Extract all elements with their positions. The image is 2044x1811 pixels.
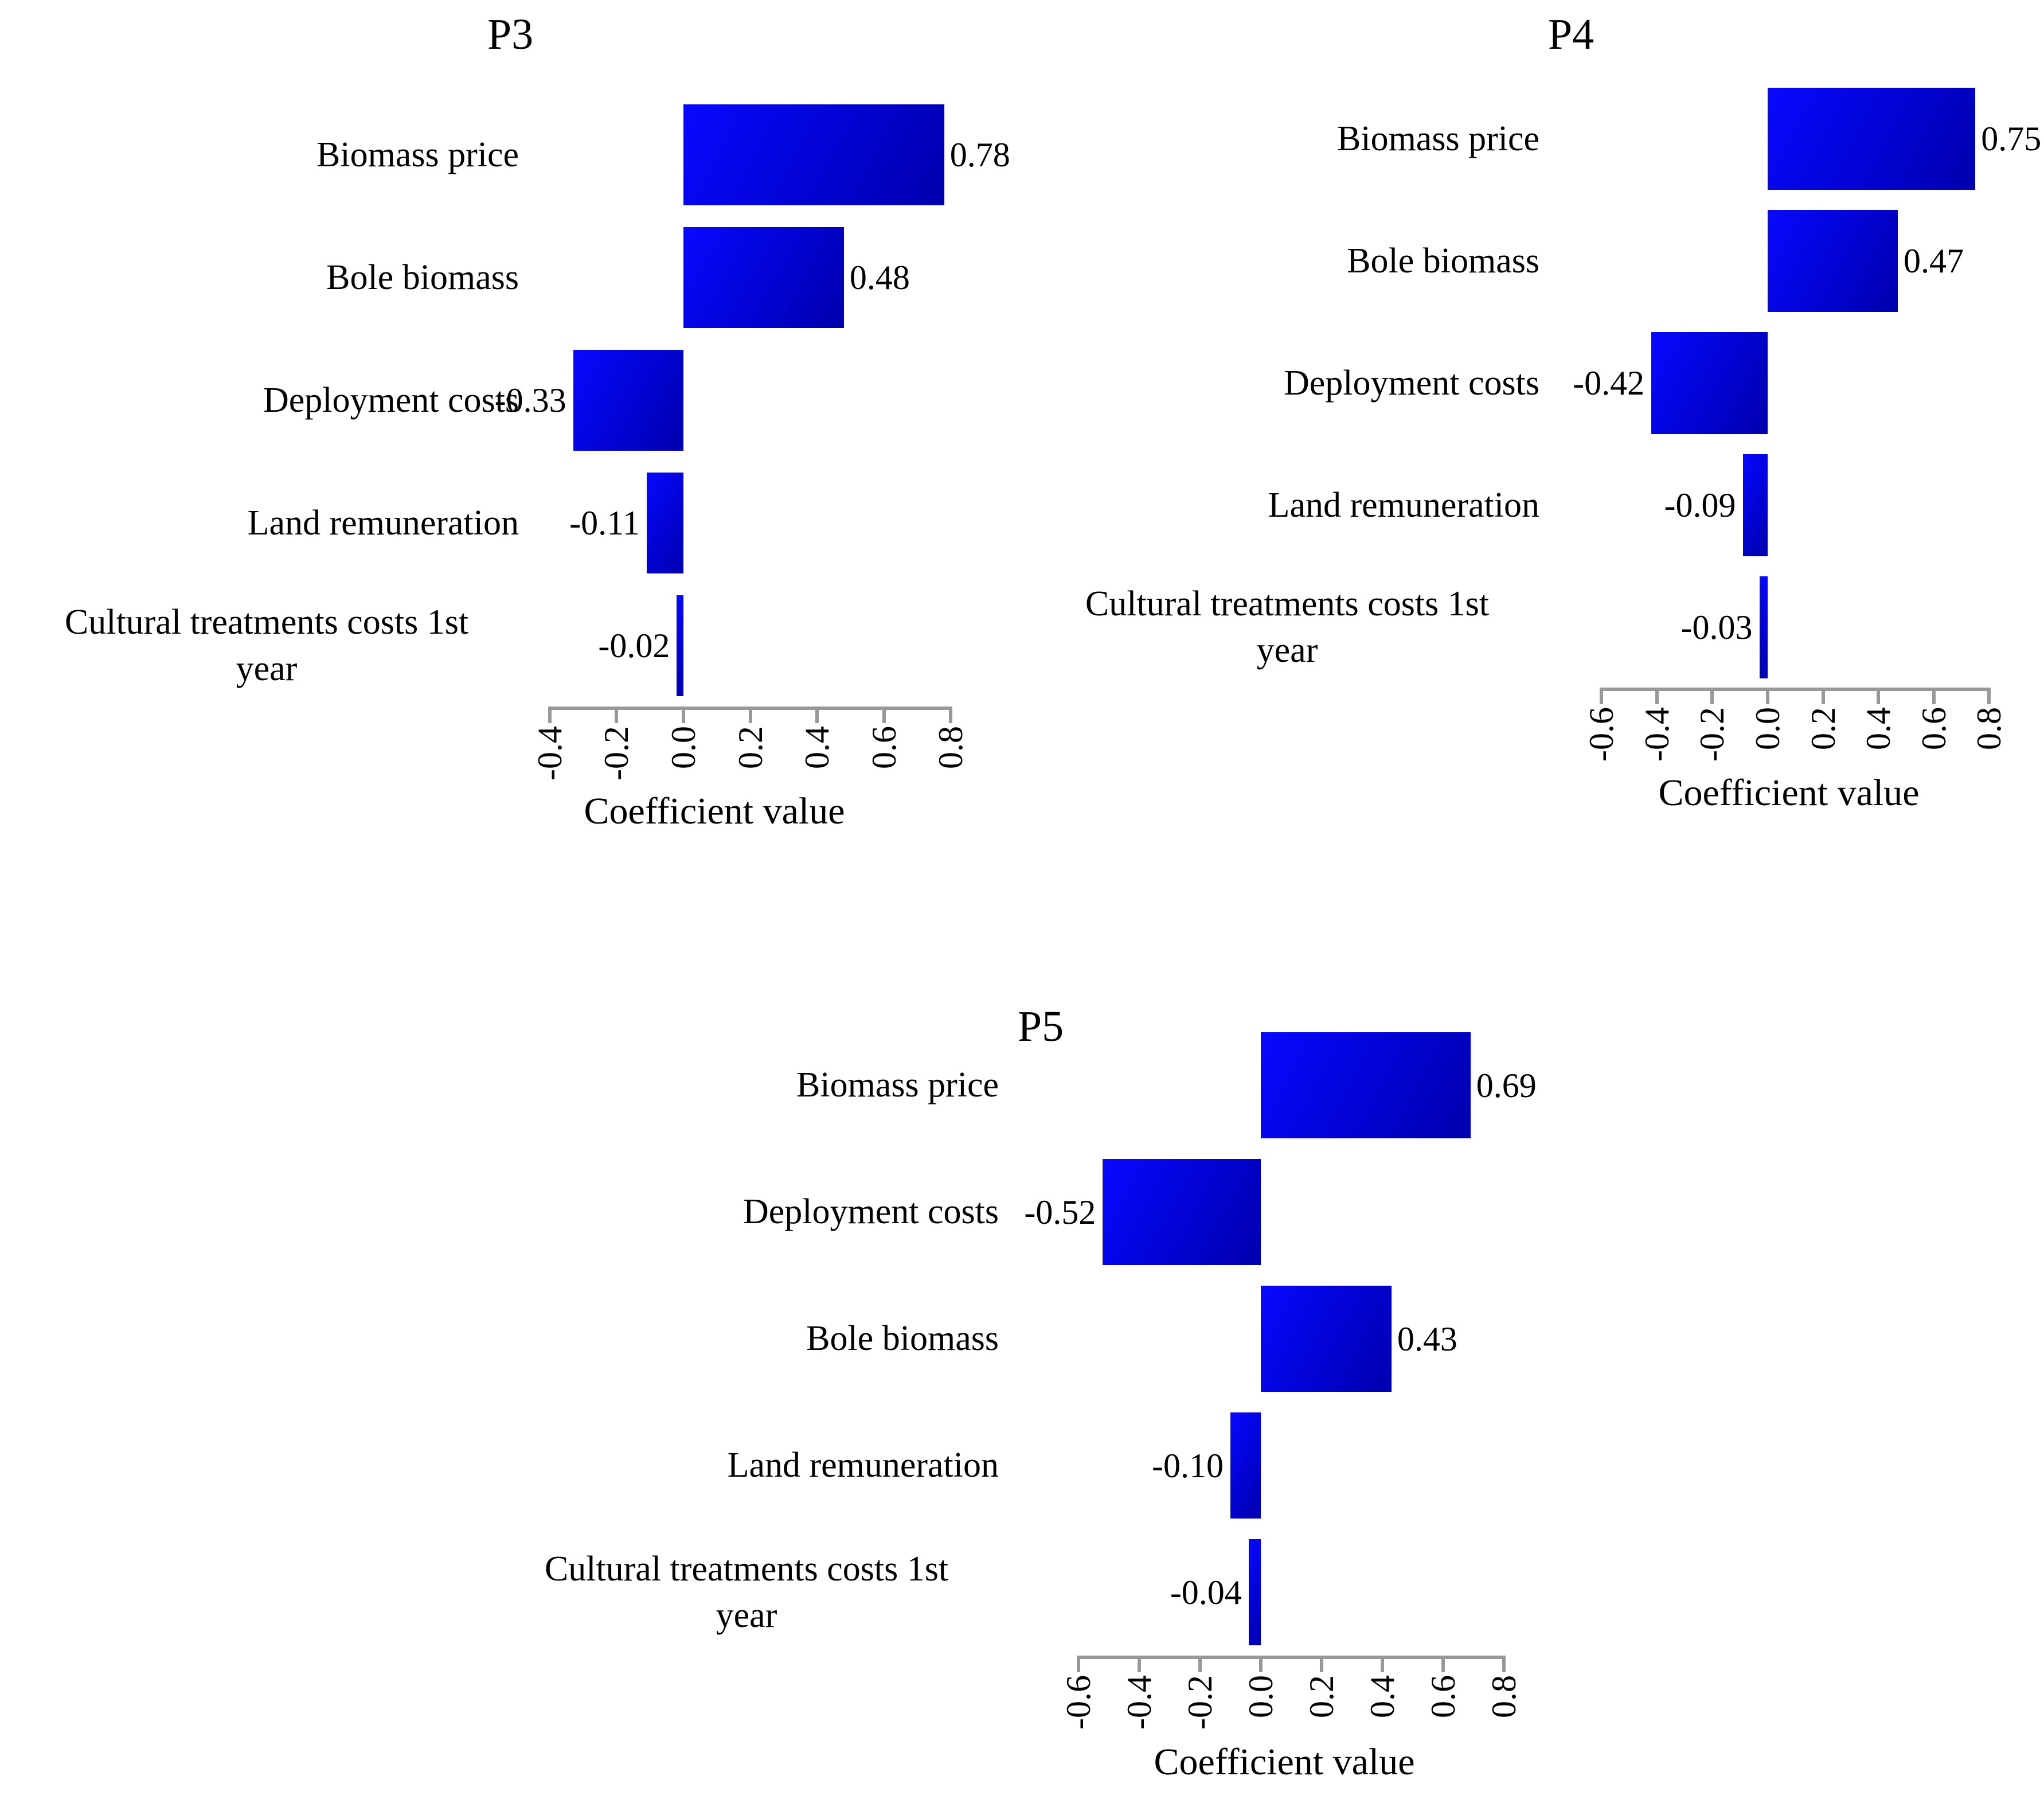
category-label-bole-biomass: Bole biomass bbox=[806, 1319, 999, 1359]
x-axis-tick bbox=[1821, 688, 1825, 704]
value-label-cultural-treatments-costs-1st-year: -0.04 bbox=[1170, 1573, 1242, 1611]
category-label-biomass-price: Biomass price bbox=[1337, 119, 1539, 158]
x-axis-tick-label: 0.2 bbox=[1303, 1675, 1340, 1718]
x-axis-tick bbox=[1987, 688, 1991, 704]
x-axis-tick bbox=[1766, 688, 1769, 704]
category-label-deployment-costs: Deployment costs bbox=[743, 1192, 999, 1232]
value-label-bole-biomass: 0.43 bbox=[1397, 1320, 1457, 1358]
x-axis-tick bbox=[882, 707, 886, 723]
x-axis-tick bbox=[1381, 1656, 1384, 1672]
category-label-biomass-price: Biomass price bbox=[796, 1065, 999, 1105]
value-label-biomass-price: 0.78 bbox=[949, 136, 1010, 174]
x-axis-tick bbox=[1710, 688, 1714, 704]
category-label-bole-biomass: Bole biomass bbox=[1347, 241, 1539, 280]
category-label-land-remuneration: Land remuneration bbox=[1268, 485, 1539, 525]
bar-bole-biomass bbox=[1261, 1286, 1392, 1392]
bar-cultural-treatments-costs-1st-year bbox=[1248, 1539, 1261, 1645]
category-label-land-remuneration: Land remuneration bbox=[727, 1446, 999, 1485]
x-axis-tick bbox=[1320, 1656, 1323, 1672]
value-label-biomass-price: 0.69 bbox=[1476, 1066, 1537, 1104]
x-axis-tick bbox=[1502, 1656, 1506, 1672]
bar-land-remuneration bbox=[1742, 454, 1768, 556]
x-axis-tick bbox=[548, 707, 552, 723]
category-label-bole-biomass: Bole biomass bbox=[326, 257, 519, 297]
x-axis-tick-label: 0.8 bbox=[1485, 1675, 1523, 1718]
value-label-land-remuneration: -0.09 bbox=[1664, 486, 1736, 524]
x-axis-tick bbox=[1932, 688, 1936, 704]
x-axis-line bbox=[1600, 688, 1991, 691]
x-axis-tick-label: 0.0 bbox=[1242, 1675, 1280, 1718]
value-label-deployment-costs: -0.33 bbox=[494, 381, 566, 419]
chart-p5-title: P5 bbox=[1017, 1002, 1064, 1051]
bar-bole-biomass bbox=[1768, 210, 1898, 312]
x-axis-tick bbox=[748, 707, 752, 723]
x-axis-tick bbox=[1077, 1656, 1080, 1672]
chart-p4-title: P4 bbox=[1547, 10, 1594, 58]
bar-land-remuneration bbox=[646, 473, 683, 573]
bar-biomass-price bbox=[1261, 1032, 1471, 1138]
category-label-biomass-price: Biomass price bbox=[316, 135, 519, 174]
chart-p3-title: P3 bbox=[487, 10, 534, 58]
x-axis-line bbox=[1077, 1656, 1506, 1659]
category-label-cultural-treatments-costs-1st-year: Cultural treatments costs 1st year bbox=[544, 1549, 949, 1635]
x-axis-tick bbox=[815, 707, 819, 723]
value-label-bole-biomass: 0.48 bbox=[849, 259, 910, 296]
category-label-land-remuneration: Land remuneration bbox=[247, 503, 519, 542]
category-label-deployment-costs: Deployment costs bbox=[1284, 363, 1539, 403]
bar-deployment-costs bbox=[573, 350, 683, 451]
value-label-land-remuneration: -0.11 bbox=[569, 504, 640, 542]
bar-cultural-treatments-costs-1st-year bbox=[1759, 576, 1768, 678]
x-axis-tick bbox=[949, 707, 953, 723]
value-label-cultural-treatments-costs-1st-year: -0.03 bbox=[1680, 608, 1753, 646]
x-axis-tick bbox=[615, 707, 619, 723]
bar-biomass-price bbox=[683, 104, 944, 205]
value-label-deployment-costs: -0.42 bbox=[1573, 364, 1645, 402]
category-label-cultural-treatments-costs-1st-year: Cultural treatments costs 1st year bbox=[64, 603, 469, 688]
chart-p3-xaxis-label: Coefficient value bbox=[584, 790, 845, 832]
bar-land-remuneration bbox=[1230, 1412, 1261, 1519]
x-axis-tick bbox=[682, 707, 685, 723]
value-label-land-remuneration: -0.10 bbox=[1152, 1446, 1224, 1485]
x-axis-tick bbox=[1655, 688, 1659, 704]
x-axis-tick bbox=[1877, 688, 1881, 704]
x-axis-tick bbox=[1259, 1656, 1263, 1672]
bar-deployment-costs bbox=[1103, 1159, 1261, 1265]
x-axis-tick bbox=[1198, 1656, 1202, 1672]
bar-biomass-price bbox=[1768, 88, 1976, 190]
value-label-deployment-costs: -0.52 bbox=[1024, 1193, 1096, 1231]
bar-deployment-costs bbox=[1651, 332, 1768, 434]
x-axis-tick-label: -0.2 bbox=[1181, 1675, 1219, 1730]
x-axis-tick bbox=[1441, 1656, 1445, 1672]
chart-p5-xaxis-label: Coefficient value bbox=[1154, 1741, 1415, 1783]
value-label-bole-biomass: 0.47 bbox=[1904, 242, 1964, 280]
bar-cultural-treatments-costs-1st-year bbox=[677, 595, 683, 696]
category-label-deployment-costs: Deployment costs bbox=[263, 380, 519, 420]
x-axis-tick-label: 0.6 bbox=[1424, 1675, 1462, 1718]
x-axis-tick bbox=[1600, 688, 1604, 704]
value-label-biomass-price: 0.75 bbox=[1981, 120, 2042, 158]
chart-p4-xaxis-label: Coefficient value bbox=[1658, 772, 1920, 814]
category-label-cultural-treatments-costs-1st-year: Cultural treatments costs 1st year bbox=[1085, 584, 1490, 670]
bar-bole-biomass bbox=[683, 227, 844, 328]
value-label-cultural-treatments-costs-1st-year: -0.02 bbox=[598, 627, 670, 665]
x-axis-tick-label: 0.4 bbox=[1363, 1675, 1401, 1718]
x-axis-tick bbox=[1138, 1656, 1141, 1672]
x-axis-tick-label: -0.6 bbox=[1060, 1675, 1097, 1730]
x-axis-tick-label: -0.4 bbox=[1120, 1675, 1158, 1730]
